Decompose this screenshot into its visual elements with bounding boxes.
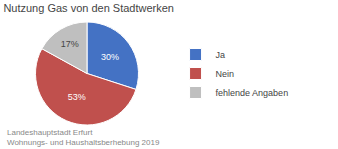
svg-text:Nutzung Gas von den Stadtwerke: Nutzung Gas von den Stadtwerken [3,2,174,14]
svg-text:Ja: Ja [216,50,226,60]
svg-text:53%: 53% [68,92,86,102]
svg-text:Wohnungs- und Haushaltsberhebu: Wohnungs- und Haushaltsberhebung 2019 [7,138,160,147]
svg-text:17%: 17% [61,39,79,49]
svg-text:30%: 30% [101,52,119,62]
svg-text:Landeshauptstadt Erfurt: Landeshauptstadt Erfurt [7,128,93,137]
svg-text:fehlende Angaben: fehlende Angaben [216,88,289,98]
svg-text:Nein: Nein [216,69,235,79]
